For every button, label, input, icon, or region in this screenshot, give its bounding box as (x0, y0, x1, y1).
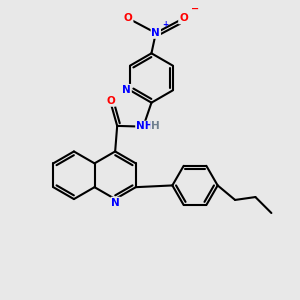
Text: N: N (122, 85, 131, 95)
Text: O: O (106, 96, 115, 106)
Text: O: O (124, 14, 133, 23)
Text: +: + (162, 20, 168, 28)
Text: −: − (191, 4, 199, 14)
Text: N: N (111, 198, 120, 208)
Text: O: O (179, 14, 188, 23)
Text: N: N (152, 28, 160, 38)
Text: NH: NH (136, 122, 154, 131)
Text: H: H (151, 122, 160, 131)
